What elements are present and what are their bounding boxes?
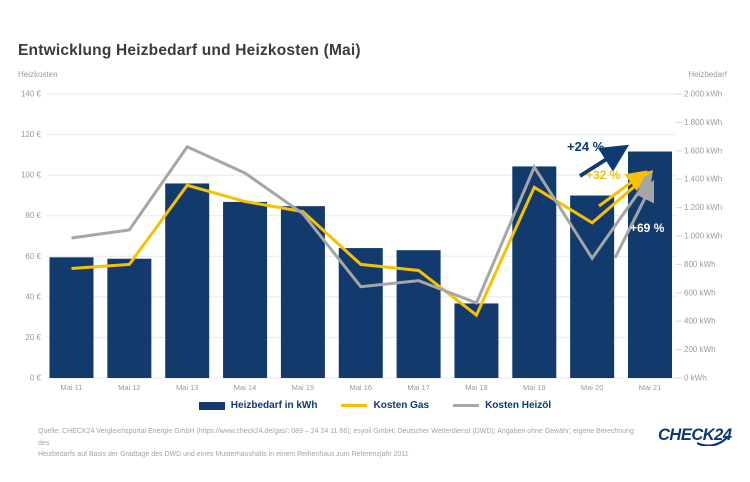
left-axis-tick-label: 60 €	[25, 252, 41, 261]
annotation-heizbedarf-percent: +24 %	[567, 139, 605, 154]
left-axis-tick-label: 20 €	[25, 333, 41, 342]
legend-item-heizoel: Kosten Heizöl	[453, 400, 551, 411]
annotation-gas-percent: +32 %	[586, 168, 621, 182]
right-axis-tick-label: 0 kWh	[684, 374, 707, 383]
bar-mai-13	[165, 183, 210, 378]
check24-logo-swoosh	[697, 437, 729, 446]
x-axis-label: Mai 15	[292, 383, 315, 392]
left-axis-title: Heizkosten	[18, 70, 58, 79]
legend-item-gas: Kosten Gas	[341, 400, 429, 411]
bar-mai-20	[570, 195, 615, 378]
legend-item-heizbedarf: Heizbedarf in kWh	[198, 400, 318, 411]
chart-legend: Heizbedarf in kWh Kosten Gas Kosten Heiz…	[0, 400, 750, 411]
source-note: Quelle: CHECK24 Vergleichsportal Energie…	[38, 426, 638, 461]
left-axis-tick-label: 40 €	[25, 292, 41, 301]
bar-mai-12	[107, 258, 152, 378]
right-axis-tick-label: 1.400 kWh	[684, 175, 722, 184]
source-line-1: Quelle: CHECK24 Vergleichsportal Energie…	[38, 428, 634, 447]
x-axis-label: Mai 20	[581, 383, 604, 392]
legend-gas-line-swatch	[341, 404, 368, 407]
x-axis-label: Mai 18	[465, 383, 488, 392]
bar-mai-11	[49, 257, 94, 378]
left-axis-tick-label: 120 €	[21, 130, 42, 139]
right-axis-tick-label: 2.000 kWh	[684, 90, 722, 99]
legend-label: Kosten Gas	[373, 400, 430, 411]
left-axis-tick-label: 80 €	[25, 211, 41, 220]
annotation-heizoel-percent: +69 %	[630, 221, 665, 235]
gas-increase-arrow	[598, 170, 648, 208]
legend-label: Heizbedarf in kWh	[230, 400, 318, 411]
right-axis-tick-label: 800 kWh	[684, 260, 716, 269]
x-axis-label: Mai 21	[639, 383, 662, 392]
legend-label: Kosten Heizöl	[485, 400, 552, 411]
x-axis-label: Mai 19	[523, 383, 546, 392]
left-axis-tick-label: 100 €	[21, 171, 42, 180]
right-axis-tick-label: 1.000 kWh	[684, 232, 722, 241]
x-axis-label: Mai 12	[118, 383, 141, 392]
left-axis-tick-label: 140 €	[21, 90, 42, 99]
x-axis-label: Mai 17	[407, 383, 430, 392]
x-axis-label: Mai 13	[176, 383, 199, 392]
kosten-heizoel-line	[71, 144, 653, 305]
page-title: Entwicklung Heizbedarf und Heizkosten (M…	[18, 42, 361, 59]
right-axis-tick-label: 1.600 kWh	[684, 146, 722, 155]
bar-mai-14	[223, 201, 268, 378]
right-axis-tick-label: 1.200 kWh	[684, 203, 722, 212]
heizbedarf-increase-arrow	[578, 144, 630, 178]
bar-mai-15	[280, 206, 325, 378]
x-axis-label: Mai 11	[61, 383, 83, 392]
x-axis-label: Mai 14	[234, 383, 257, 392]
source-line-2: Heizbedarfs auf Basis der Gradtage des D…	[38, 451, 409, 458]
legend-bar-swatch	[198, 401, 225, 410]
legend-oil-line-swatch	[453, 404, 480, 407]
heizoel-increase-arrow	[613, 179, 655, 259]
left-axis-tick-label: 0 €	[30, 374, 42, 383]
right-axis-tick-label: 200 kWh	[684, 345, 716, 354]
check24-logo: CHECK24	[658, 426, 732, 446]
check24-logo-text: CHECK24	[658, 426, 732, 444]
right-axis-tick-label: 400 kWh	[684, 317, 716, 326]
right-axis-tick-label: 1.800 kWh	[684, 118, 722, 127]
right-axis-title: Heizbedarf	[688, 70, 727, 79]
x-axis-label: Mai 16	[349, 383, 372, 392]
right-axis-tick-label: 600 kWh	[684, 288, 716, 297]
